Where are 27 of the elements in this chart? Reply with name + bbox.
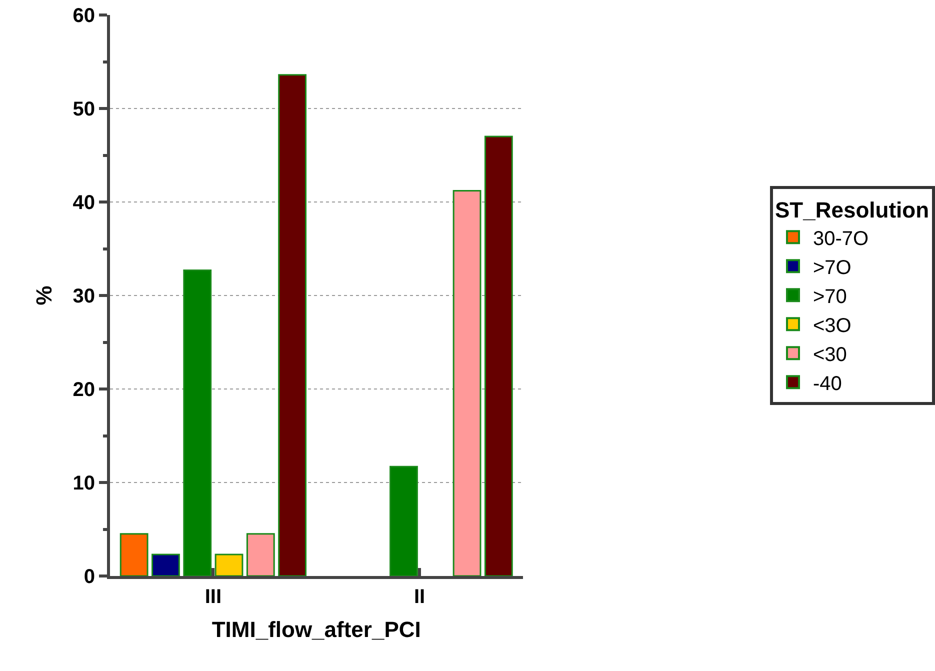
legend-label: -40 xyxy=(813,372,842,395)
bar xyxy=(152,554,180,576)
legend-label: <3O xyxy=(813,314,852,337)
bar xyxy=(214,554,244,576)
bar xyxy=(390,466,418,576)
y-tick-label: 40 xyxy=(72,192,95,214)
legend-label: 30-7O xyxy=(813,228,869,250)
x-tick-label: III xyxy=(204,586,222,608)
x-axis-title: TIMI_flow_after_PCI xyxy=(212,616,421,642)
y-tick-label: 20 xyxy=(72,379,95,401)
y-tick-label: 10 xyxy=(72,472,95,494)
bar xyxy=(183,270,212,576)
legend-label: >7O xyxy=(813,256,852,279)
x-tick-label: II xyxy=(414,586,426,608)
y-axis-title: % xyxy=(32,286,57,306)
bar xyxy=(452,190,482,576)
legend-label: >70 xyxy=(813,286,847,308)
y-tick-label: 30 xyxy=(72,286,95,308)
bar xyxy=(278,74,306,576)
y-tick-label: 0 xyxy=(84,566,95,588)
legend-label: <30 xyxy=(813,344,847,366)
legend-title: ST_Resolution xyxy=(775,198,930,223)
bar xyxy=(246,533,275,576)
y-tick-label: 60 xyxy=(72,5,95,27)
bar xyxy=(120,533,148,576)
y-tick-label: 50 xyxy=(72,98,95,120)
bar xyxy=(484,136,513,576)
